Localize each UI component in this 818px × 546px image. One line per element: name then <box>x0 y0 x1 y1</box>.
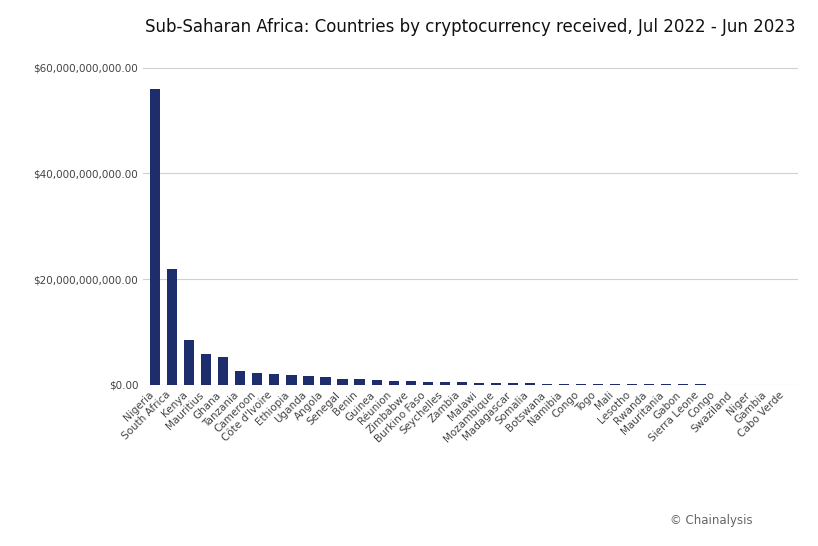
Bar <box>167 269 178 385</box>
Bar <box>423 382 433 385</box>
Bar <box>269 374 280 385</box>
Bar <box>321 377 330 385</box>
Bar <box>627 384 637 385</box>
Bar <box>661 384 672 385</box>
Bar <box>576 384 587 385</box>
Bar <box>508 383 518 385</box>
Bar <box>218 358 228 385</box>
Bar <box>593 384 603 385</box>
Bar <box>184 340 194 385</box>
Bar <box>474 383 484 385</box>
Bar <box>525 383 535 385</box>
Bar <box>440 382 450 385</box>
Bar <box>286 375 296 385</box>
Bar <box>150 89 160 385</box>
Bar <box>542 383 552 385</box>
Bar <box>337 378 348 385</box>
Text: © Chainalysis: © Chainalysis <box>670 514 753 527</box>
Bar <box>252 373 263 385</box>
Bar <box>406 381 416 385</box>
Bar <box>236 371 245 385</box>
Bar <box>371 380 382 385</box>
Bar <box>303 376 313 385</box>
Bar <box>201 354 211 385</box>
Bar <box>354 379 365 385</box>
Bar <box>559 384 569 385</box>
Bar <box>491 383 501 385</box>
Bar <box>389 381 399 385</box>
Bar <box>645 384 654 385</box>
Bar <box>456 382 467 385</box>
Title: Sub-Saharan Africa: Countries by cryptocurrency received, Jul 2022 - Jun 2023: Sub-Saharan Africa: Countries by cryptoc… <box>145 19 796 37</box>
Bar <box>610 384 620 385</box>
